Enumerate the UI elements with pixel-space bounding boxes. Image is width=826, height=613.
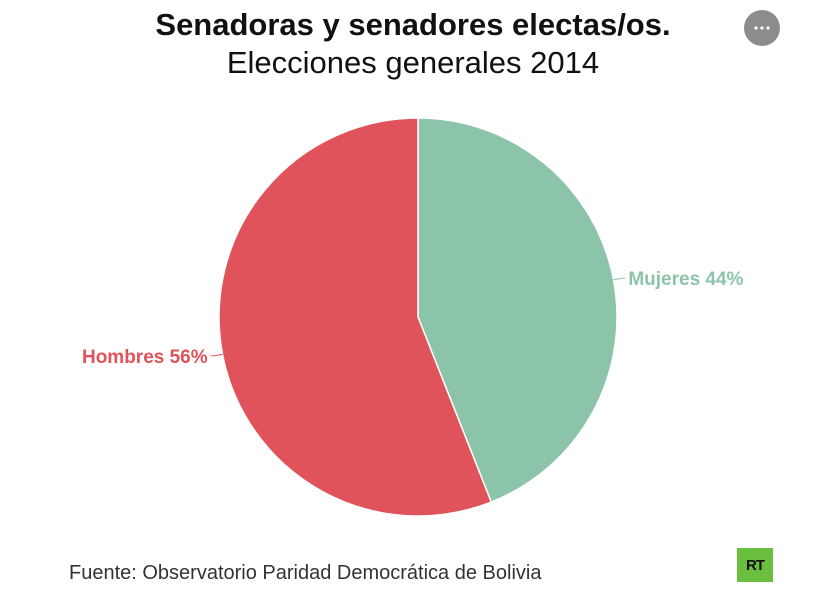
rt-logo-text: RT	[746, 556, 765, 574]
connector-mujeres	[613, 277, 626, 281]
slice-label-hombres: Hombres 56%	[82, 347, 208, 368]
slice-label-mujeres: Mujeres 44%	[628, 269, 743, 290]
chart-title: Senadoras y senadores electas/os. Elecci…	[0, 6, 826, 82]
more-horizontal-icon	[754, 26, 770, 30]
more-options-button[interactable]	[744, 10, 780, 46]
rt-logo: RT	[737, 548, 773, 582]
chart-title-line1: Senadoras y senadores electas/os.	[155, 7, 671, 42]
pie-slice-hombres[interactable]	[218, 117, 493, 517]
chart-title-line2: Elecciones generales 2014	[226, 45, 600, 80]
pie-slice-mujeres[interactable]	[417, 117, 618, 504]
connector-hombres	[210, 353, 223, 357]
source-note: Fuente: Observatorio Paridad Democrática…	[69, 562, 542, 584]
